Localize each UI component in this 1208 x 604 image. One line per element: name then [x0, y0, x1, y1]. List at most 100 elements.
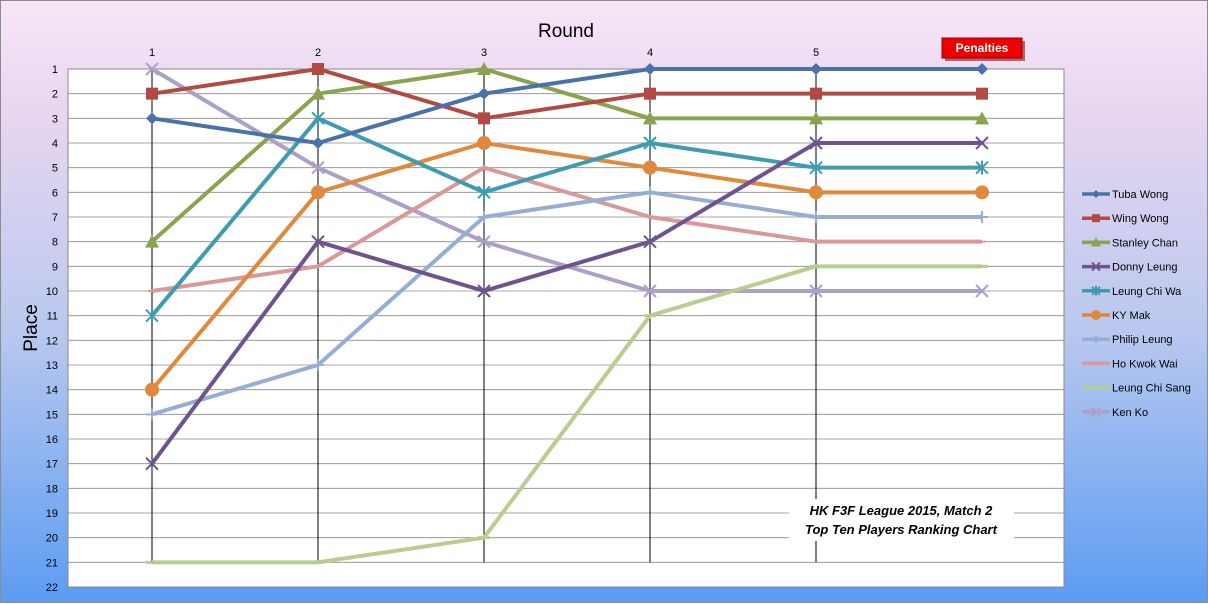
- legend-item: Philip Leung: [1082, 334, 1173, 346]
- legend-item: Ho Kwok Wai: [1082, 358, 1178, 370]
- series-stanley-chan: [145, 62, 989, 248]
- data-point: [145, 382, 159, 397]
- data-point: [478, 211, 490, 223]
- legend-item: Leung Chi Sang: [1082, 383, 1191, 395]
- data-point: [643, 111, 657, 125]
- legend-label: Leung Chi Wa: [1112, 286, 1182, 298]
- y-tick-label: 22: [46, 582, 58, 594]
- data-point: [146, 408, 158, 421]
- y-tick-label: 16: [46, 434, 58, 446]
- legend: Tuba Wong Wing Wong Stanley Chan Donny Leun…: [1082, 189, 1191, 419]
- series-line: [150, 141, 982, 465]
- series-leung-chi-sang: [146, 264, 988, 565]
- data-point: [643, 234, 657, 249]
- data-point: [477, 62, 491, 75]
- annotation-line-2: Top Ten Players Ranking Chart: [805, 522, 998, 537]
- y-tick-label: 20: [46, 533, 58, 545]
- data-point: [478, 112, 490, 125]
- x-tick-labels: 1 2 3 4 5: [149, 47, 819, 59]
- series-layer: [145, 62, 989, 565]
- data-point: [976, 211, 988, 223]
- data-point: [311, 185, 325, 200]
- y-tick-label: 3: [52, 113, 58, 125]
- series-tuba-wong: [146, 63, 988, 149]
- data-point: [810, 87, 822, 100]
- legend-label: Leung Chi Sang: [1112, 383, 1191, 395]
- data-point: [1092, 214, 1100, 223]
- series-line: [150, 141, 982, 391]
- data-point: [1092, 335, 1100, 344]
- data-point: [145, 456, 159, 471]
- y-tick-label: 15: [46, 409, 58, 421]
- series-line: [150, 67, 982, 244]
- legend-item: Leung Chi Wa: [1082, 286, 1182, 298]
- data-point: [810, 63, 822, 75]
- penalties-label: Penalties: [956, 41, 1009, 55]
- legend-item: Wing Wong: [1082, 213, 1169, 225]
- legend-label: Ken Ko: [1112, 407, 1148, 419]
- x-tick-label: 3: [481, 47, 487, 59]
- x-axis-title: Round: [538, 21, 594, 42]
- data-point: [644, 87, 656, 100]
- data-point: [809, 136, 823, 150]
- y-tick-label: 7: [52, 212, 58, 224]
- chart-annotation: HK F3F League 2015, Match 2 Top Ten Play…: [789, 499, 1014, 541]
- data-point: [809, 111, 823, 125]
- series-line: [151, 67, 982, 121]
- legend-label: Stanley Chan: [1112, 237, 1178, 249]
- y-tick-label: 14: [46, 385, 58, 397]
- legend-label: Wing Wong: [1112, 213, 1169, 225]
- data-point: [975, 284, 989, 298]
- series-line: [150, 116, 982, 317]
- legend-label: Ho Kwok Wai: [1112, 358, 1178, 370]
- y-tick-label: 9: [52, 261, 58, 273]
- data-point: [975, 160, 989, 175]
- y-tick-label: 2: [52, 89, 58, 101]
- series-ho-kwok-wai: [148, 165, 986, 293]
- data-point: [810, 211, 822, 223]
- data-point: [975, 136, 989, 150]
- series-donny-leung: [145, 136, 989, 471]
- legend-item: Ken Ko: [1082, 407, 1148, 419]
- series-line: [151, 190, 982, 417]
- data-point: [145, 62, 159, 76]
- data-point: [976, 63, 988, 75]
- data-point: [312, 63, 324, 75]
- y-axis-title: Place: [21, 304, 42, 352]
- data-point: [312, 137, 324, 149]
- data-point: [1091, 407, 1101, 417]
- y-tick-label: 13: [46, 360, 58, 372]
- annotation-line-1: HK F3F League 2015, Match 2: [810, 503, 994, 518]
- legend-label: Philip Leung: [1112, 334, 1173, 346]
- legend-item: Tuba Wong: [1082, 189, 1168, 201]
- y-tick-label: 10: [46, 286, 58, 298]
- data-point: [477, 185, 491, 200]
- data-point: [643, 284, 657, 298]
- data-point: [1091, 261, 1101, 272]
- data-point: [311, 160, 325, 175]
- data-point: [478, 87, 490, 100]
- y-tick-label: 12: [46, 335, 58, 347]
- data-point: [644, 186, 656, 199]
- x-tick-label: 5: [813, 47, 819, 59]
- penalties-badge: Penalties: [941, 37, 1025, 61]
- data-point: [643, 136, 657, 150]
- legend-item: Stanley Chan: [1082, 237, 1178, 249]
- plot-border: [67, 68, 1065, 588]
- data-point: [1091, 285, 1101, 296]
- legend-label: Donny Leung: [1112, 262, 1177, 274]
- data-point: [146, 87, 158, 100]
- data-point: [975, 111, 989, 125]
- data-point: [1092, 190, 1100, 198]
- series-line: [151, 67, 982, 145]
- series-leung-chi-wa: [145, 111, 989, 323]
- data-point: [145, 234, 159, 248]
- data-point: [1091, 237, 1101, 247]
- data-point: [312, 359, 324, 371]
- data-point: [809, 185, 823, 200]
- y-tick-label: 1: [52, 64, 58, 76]
- data-point: [477, 136, 491, 150]
